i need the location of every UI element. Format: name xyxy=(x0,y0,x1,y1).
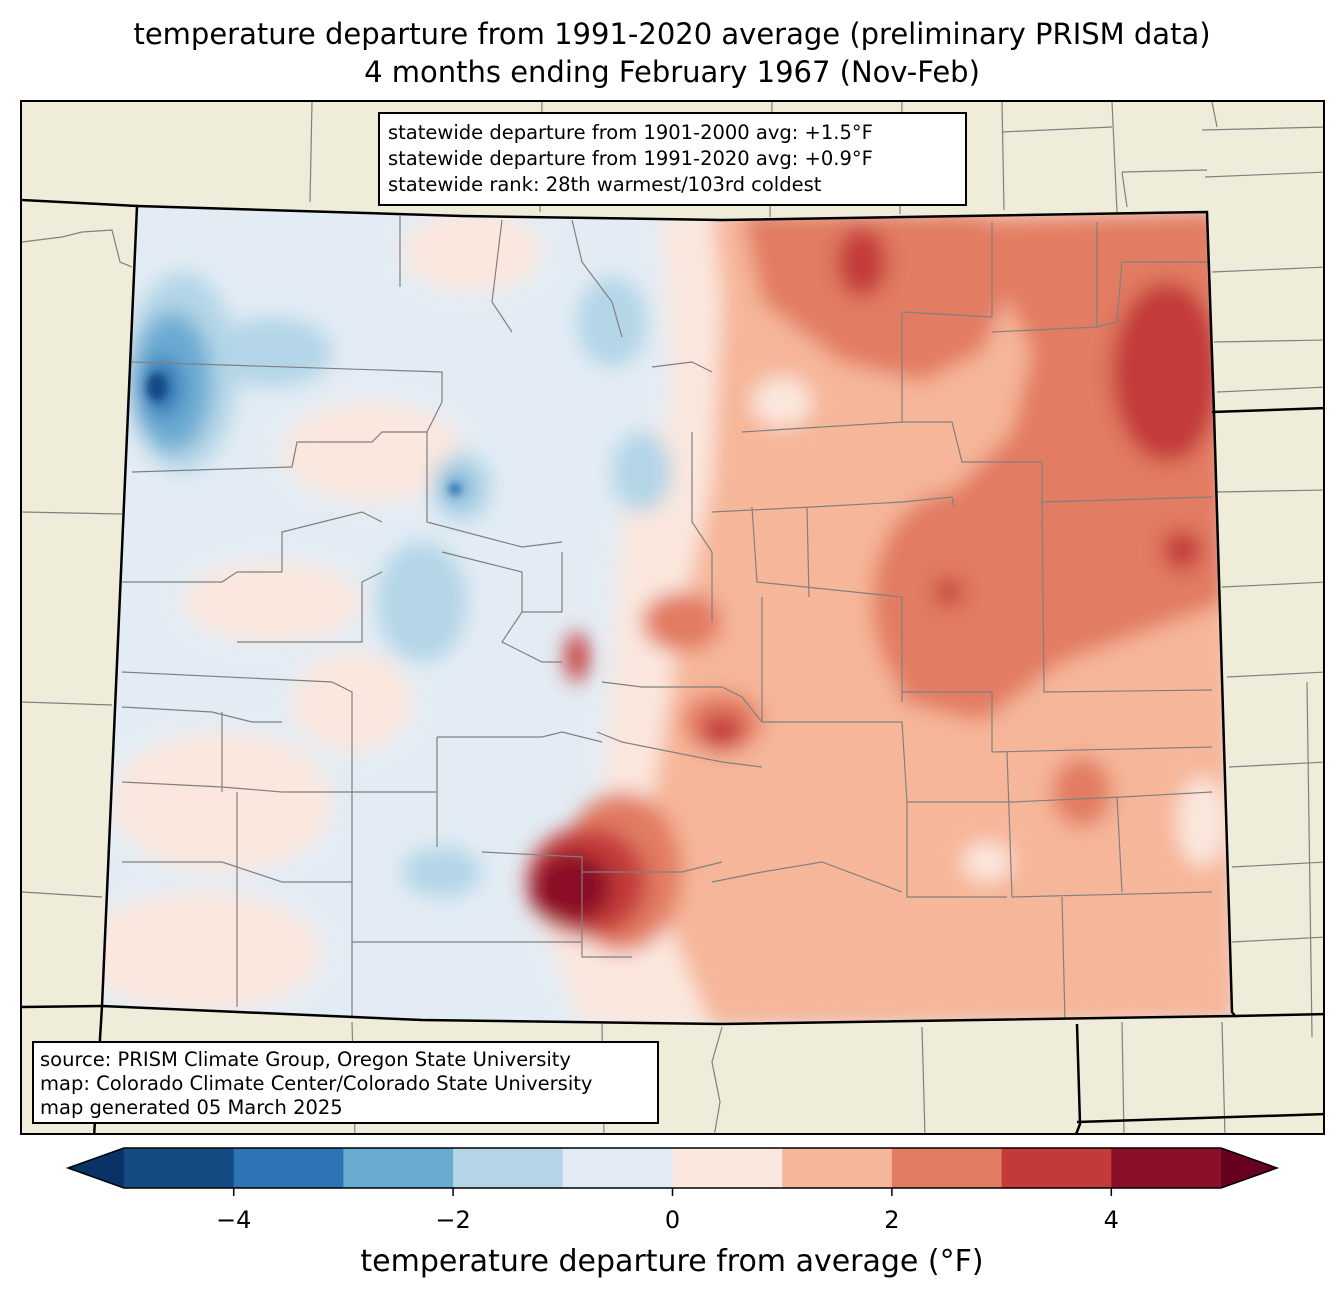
colorbar-tick-label: −4 xyxy=(215,1206,252,1234)
colorbar-bin xyxy=(782,1148,893,1188)
colorbar-tick-label: −2 xyxy=(435,1206,471,1234)
colorado-map xyxy=(22,102,1323,1133)
generated-date-line: map generated 05 March 2025 xyxy=(40,1096,343,1119)
colorbar xyxy=(65,1147,1280,1196)
colorbar-over-extension xyxy=(1221,1148,1277,1188)
map-title-line-1: temperature departure from 1991-2020 ave… xyxy=(133,17,1211,51)
stats-departure-1901-2000: statewide departure from 1901-2000 avg: … xyxy=(388,121,873,144)
map-panel xyxy=(20,100,1325,1135)
colorbar-tick-label: 2 xyxy=(884,1206,900,1234)
colorbar-bin xyxy=(233,1148,344,1188)
stats-departure-1991-2020: statewide departure from 1991-2020 avg: … xyxy=(388,147,873,170)
colorbar-under-extension xyxy=(68,1148,124,1188)
colorbar-tick-label: 4 xyxy=(1103,1206,1119,1234)
colorbar-outline xyxy=(65,1147,1280,1189)
colorbar-bin xyxy=(343,1148,454,1188)
colorbar-bin xyxy=(562,1148,673,1188)
source-line: source: PRISM Climate Group, Oregon Stat… xyxy=(40,1048,571,1071)
map-title-line-2: 4 months ending February 1967 (Nov-Feb) xyxy=(364,55,980,89)
county-lines xyxy=(121,216,1213,1023)
stats-rank: statewide rank: 28th warmest/103rd colde… xyxy=(388,173,822,196)
neighbor-county-lines xyxy=(22,102,1323,1133)
colorbar-bin xyxy=(1111,1148,1222,1188)
map-credit-line: map: Colorado Climate Center/Colorado St… xyxy=(40,1072,593,1095)
colorado-border xyxy=(100,204,1238,1026)
colorbar-bin xyxy=(672,1148,783,1188)
temperature-field xyxy=(102,206,1235,1024)
colorbar-tick-label: 0 xyxy=(664,1206,681,1234)
colorbar-bin xyxy=(453,1148,564,1188)
colorbar-bin xyxy=(124,1148,235,1188)
colorbar-bin xyxy=(1001,1148,1112,1188)
statewide-stats-box: statewide departure from 1901-2000 avg: … xyxy=(378,112,967,206)
colorbar-label: temperature departure from average (°F) xyxy=(360,1244,984,1279)
colorbar-bin xyxy=(891,1148,1003,1188)
source-credits-box: source: PRISM Climate Group, Oregon Stat… xyxy=(32,1041,659,1124)
